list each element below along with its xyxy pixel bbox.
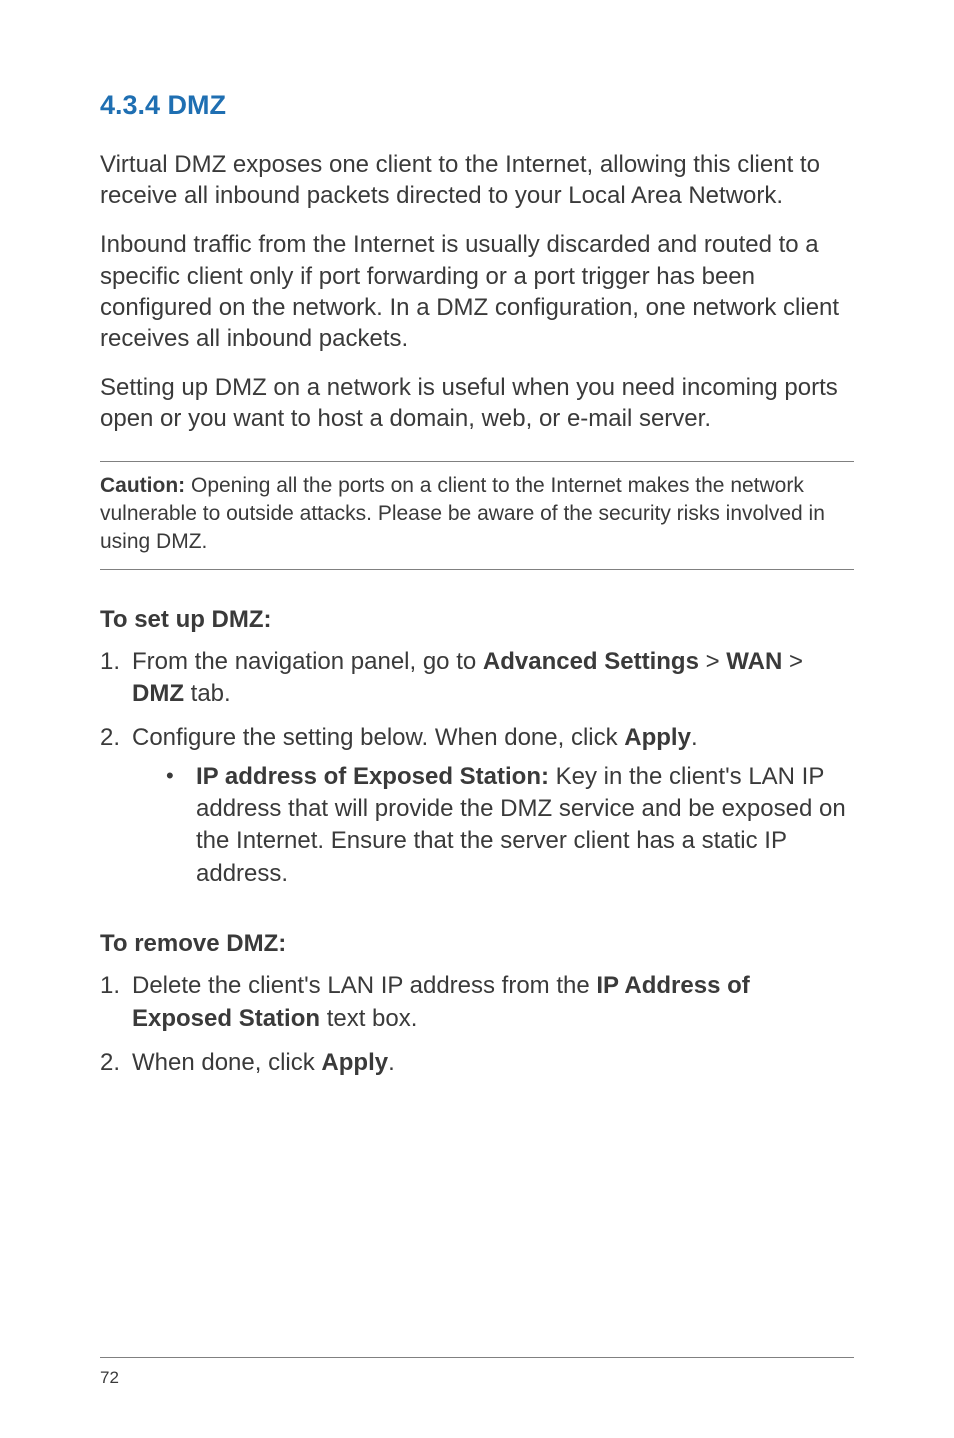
section-heading: 4.3.4 DMZ — [100, 90, 854, 121]
setup-steps-list: From the navigation panel, go to Advance… — [100, 646, 854, 903]
remove-heading: To remove DMZ: — [100, 930, 854, 958]
setup-step-1-text-a: From the navigation panel, go to — [132, 648, 483, 675]
caution-text: Opening all the ports on a client to the… — [100, 474, 825, 554]
para-2: Inbound traffic from the Internet is usu… — [100, 229, 854, 354]
setup-step-1-bold-2: WAN — [726, 648, 782, 675]
setup-heading: To set up DMZ: — [100, 606, 854, 634]
setup-bullet-1: IP address of Exposed Station: Key in th… — [162, 761, 854, 891]
setup-step-2-text-b: . — [691, 724, 698, 751]
remove-step-2-text-a: When done, click — [132, 1049, 321, 1076]
remove-step-1-text-b: text box. — [320, 1005, 417, 1032]
setup-bullet-list: IP address of Exposed Station: Key in th… — [132, 761, 854, 891]
caution-box: Caution: Opening all the ports on a clie… — [100, 461, 854, 570]
remove-step-1-text-a: Delete the client's LAN IP address from … — [132, 972, 596, 999]
remove-step-2: When done, click Apply. — [100, 1047, 854, 1079]
spacer — [100, 1113, 854, 1357]
page-number: 72 — [100, 1368, 854, 1388]
setup-step-2-bold-1: Apply — [624, 724, 691, 751]
remove-steps-list: Delete the client's LAN IP address from … — [100, 970, 854, 1091]
setup-bullet-1-bold: IP address of Exposed Station: — [196, 763, 549, 790]
setup-step-1: From the navigation panel, go to Advance… — [100, 646, 854, 711]
setup-step-2: Configure the setting below. When done, … — [100, 722, 854, 890]
para-1: Virtual DMZ exposes one client to the In… — [100, 149, 854, 211]
setup-step-1-bold-3: DMZ — [132, 680, 184, 707]
setup-step-1-bold-1: Advanced Settings — [483, 648, 699, 675]
setup-step-1-text-b: tab. — [184, 680, 231, 707]
remove-step-2-text-b: . — [388, 1049, 395, 1076]
para-3: Setting up DMZ on a network is useful wh… — [100, 372, 854, 434]
caution-label: Caution: — [100, 474, 185, 497]
setup-step-2-text-a: Configure the setting below. When done, … — [132, 724, 624, 751]
footer-rule — [100, 1357, 854, 1358]
setup-step-1-sep-2: > — [782, 648, 803, 675]
setup-step-1-sep-1: > — [699, 648, 726, 675]
remove-step-2-bold-1: Apply — [321, 1049, 388, 1076]
remove-step-1: Delete the client's LAN IP address from … — [100, 970, 854, 1035]
